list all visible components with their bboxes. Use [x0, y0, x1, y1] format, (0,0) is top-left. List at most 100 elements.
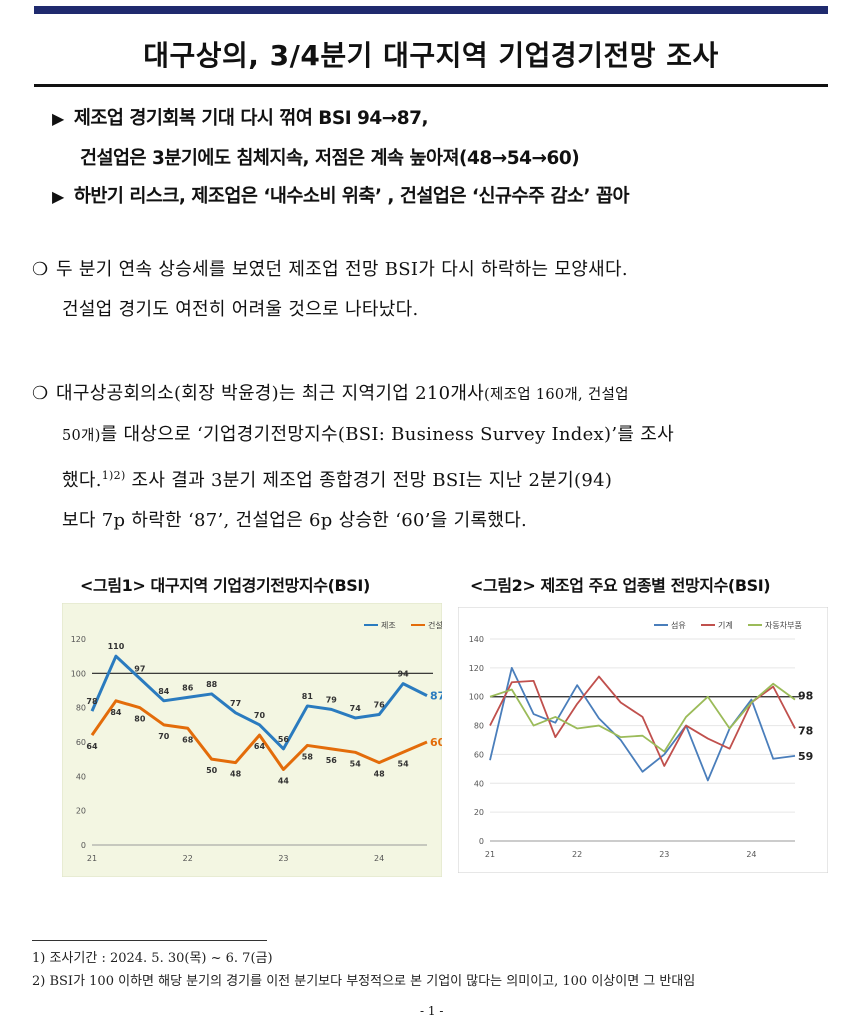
data-label: 86	[182, 683, 194, 692]
data-label: 70	[158, 732, 170, 741]
series-line-자동차부품	[489, 682, 796, 753]
data-label: 79	[326, 695, 338, 704]
x-tick-label: 22	[572, 850, 582, 859]
p2-line2-a: 50개)	[62, 428, 101, 444]
subtitle-3-text: 하반기 리스크, 제조업은 ‘내수소비 위축’ , 건설업은 ‘신규수주 감소’…	[73, 186, 630, 207]
chart-background	[62, 603, 442, 877]
y-tick-label: 140	[469, 635, 484, 644]
data-label: 64	[86, 742, 98, 751]
triangle-bullet-icon: ▶	[52, 187, 64, 206]
series-line-섬유	[489, 666, 796, 782]
figure1-caption: <그림1> 대구지역 기업경기전망지수(BSI)	[80, 576, 370, 595]
x-tick-label: 23	[278, 854, 288, 863]
data-label: 78	[86, 697, 98, 706]
subtitle-1-text: 제조업 경기회복 기대 다시 꺾여 BSI 94→87,	[73, 108, 429, 129]
data-label: 77	[230, 699, 241, 708]
figure2-chart: 0 20 40 60 80 100 120 140 21 22 23 24 59 78 98 섬유 기계 자동차부…	[458, 607, 828, 873]
y-tick-label: 40	[474, 779, 484, 788]
legend-label: 섬유	[671, 620, 686, 630]
series-line-기계	[489, 675, 796, 767]
data-label: 54	[350, 759, 362, 768]
data-label: 56	[278, 735, 290, 744]
triangle-bullet-icon: ▶	[52, 109, 64, 128]
legend-label: 기계	[718, 620, 733, 630]
footnote-rule	[32, 940, 267, 941]
data-label: 80	[134, 715, 146, 724]
chart-background	[458, 607, 828, 873]
series-line-건설	[90, 699, 428, 771]
series-line-제조	[90, 654, 428, 751]
data-label: 74	[350, 704, 362, 713]
data-label: 88	[206, 680, 218, 689]
page-number: - 1 -	[420, 1004, 444, 1018]
subtitle-1: ▶ 제조업 경기회복 기대 다시 꺾여 BSI 94→87,	[52, 104, 429, 130]
legend-label: 건설	[428, 620, 442, 630]
y-tick-label: 100	[71, 669, 86, 678]
x-tick-label: 21	[87, 854, 97, 863]
subtitle-3: ▶ 하반기 리스크, 제조업은 ‘내수소비 위축’ , 건설업은 ‘신규수주 감소…	[52, 182, 630, 208]
data-label: 94	[398, 670, 410, 679]
data-label: 68	[182, 735, 194, 744]
end-value-label: 98	[798, 690, 813, 703]
p1-line2: 건설업 경기도 여전히 어려울 것으로 나타났다.	[62, 299, 419, 320]
chart2-svg: 0 20 40 60 80 100 120 140 21 22 23 24 59 78 98 섬유 기계 자동차부…	[458, 607, 828, 873]
data-label: 97	[134, 664, 145, 673]
p2-line4: 보다 7p 하락한 ‘87’, 건설업은 6p 상승한 ‘60’을 기록했다.	[62, 510, 528, 531]
data-label: 56	[326, 756, 338, 765]
footnote-1: 1) 조사기간 : 2024. 5. 30(목) ~ 6. 7(금)	[32, 951, 273, 966]
data-label: 44	[278, 776, 290, 785]
footnote-ref: 1)2)	[101, 469, 126, 482]
data-label: 48	[230, 770, 242, 779]
figure1-chart: 0 20 40 60 80 100 120 21 22 23 24 78 110 97 84 86 88 77 70…	[62, 603, 442, 877]
footnote-2: 2) BSI가 100 이하면 해당 분기의 경기를 이전 분기보다 부정적으로…	[32, 974, 696, 989]
x-tick-label: 24	[746, 850, 756, 859]
top-color-bar	[34, 6, 828, 14]
figure2-caption: <그림2> 제조업 주요 업종별 전망지수(BSI)	[470, 576, 771, 595]
x-tick-label: 21	[485, 850, 495, 859]
page-title: 대구상의, 3/4분기 대구지역 기업경기전망 조사	[143, 39, 719, 72]
y-tick-label: 120	[469, 664, 484, 673]
end-value-label: 87	[430, 690, 442, 703]
data-label: 54	[398, 759, 410, 768]
p1-line1: 두 분기 연속 상승세를 보였던 제조업 전망 BSI가 다시 하락하는 모양새…	[56, 259, 628, 280]
legend-label: 제조	[381, 621, 396, 630]
paragraph-1: ❍ 두 분기 연속 상승세를 보였던 제조업 전망 BSI가 다시 하락하는 모양…	[32, 250, 837, 330]
paragraph-2: ❍ 대구상공회의소(회장 박윤경)는 최근 지역기업 210개사(제조업 160개…	[32, 374, 837, 541]
end-value-label: 78	[798, 724, 813, 737]
y-tick-label: 0	[479, 837, 484, 846]
data-label: 48	[374, 770, 386, 779]
y-tick-label: 60	[474, 750, 484, 759]
data-label: 84	[158, 687, 170, 696]
data-label: 50	[206, 766, 218, 775]
circle-bullet-icon: ❍	[32, 383, 49, 404]
x-tick-label: 24	[374, 854, 384, 863]
p2-line2-b: 를 대상으로 ‘기업경기전망지수(BSI: Business Survey In…	[100, 424, 674, 445]
data-label: 81	[302, 692, 314, 701]
legend-label: 자동차부품	[765, 621, 802, 630]
p2-line3-a: 했다.	[62, 470, 102, 491]
y-tick-label: 80	[76, 704, 86, 713]
y-tick-label: 120	[71, 635, 86, 644]
data-label: 64	[254, 742, 266, 751]
chart1-svg: 0 20 40 60 80 100 120 21 22 23 24 78 110 97 84 86 88 77 70…	[62, 603, 442, 877]
p2-line1-b: (제조업 160개, 건설업	[484, 387, 629, 403]
end-value-label: 60	[430, 736, 442, 749]
p2-line1-a: 대구상공회의소(회장 박윤경)는 최근 지역기업 210개사	[56, 383, 485, 404]
x-tick-label: 22	[183, 854, 193, 863]
y-tick-label: 80	[474, 722, 484, 731]
data-label: 110	[108, 642, 125, 651]
y-tick-label: 20	[76, 807, 86, 816]
data-label: 70	[254, 711, 266, 720]
data-label: 76	[374, 701, 386, 710]
data-label: 84	[110, 708, 122, 717]
x-tick-label: 23	[659, 850, 669, 859]
p2-line3-b: 조사 결과 3분기 제조업 종합경기 전망 BSI는 지난 2분기(94)	[125, 470, 613, 491]
y-tick-label: 60	[76, 738, 86, 747]
y-tick-label: 40	[76, 772, 86, 781]
title-underline	[34, 84, 828, 87]
y-tick-label: 20	[474, 808, 484, 817]
y-tick-label: 100	[469, 693, 484, 702]
data-label: 58	[302, 752, 314, 761]
end-value-label: 59	[798, 750, 813, 763]
circle-bullet-icon: ❍	[32, 259, 49, 280]
